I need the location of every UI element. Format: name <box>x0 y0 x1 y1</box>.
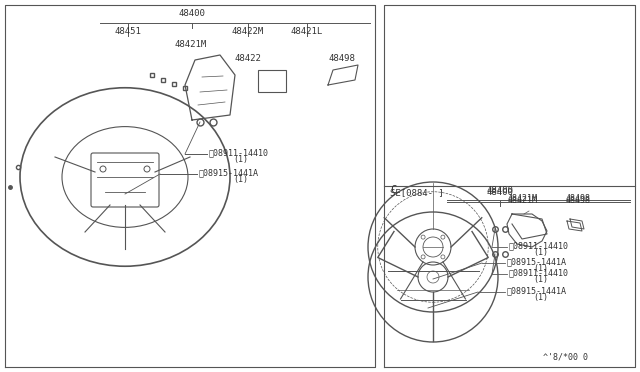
Text: 48400: 48400 <box>179 9 205 18</box>
Text: 48498: 48498 <box>566 196 591 205</box>
Text: ⓝ08911-14410: ⓝ08911-14410 <box>509 241 569 250</box>
Text: ⓝ08911-14410: ⓝ08911-14410 <box>509 268 569 277</box>
Text: ^'8/*00 0: ^'8/*00 0 <box>543 353 588 362</box>
Text: C: C <box>390 185 396 195</box>
Text: SE[0884- ]: SE[0884- ] <box>390 188 444 197</box>
Text: ⓘ08915-1441A: ⓘ08915-1441A <box>199 168 259 177</box>
Text: 48422M: 48422M <box>232 27 264 36</box>
Text: 48400: 48400 <box>486 188 513 197</box>
Text: (1): (1) <box>533 293 548 302</box>
Text: 48421M: 48421M <box>508 196 538 205</box>
Text: 48400: 48400 <box>486 186 513 195</box>
Text: 48422: 48422 <box>235 54 261 63</box>
Text: ⓝ08911-14410: ⓝ08911-14410 <box>209 148 269 157</box>
Text: (1): (1) <box>533 275 548 284</box>
Text: (1): (1) <box>233 175 248 184</box>
Text: (1): (1) <box>533 248 548 257</box>
Text: 48421M: 48421M <box>175 40 207 49</box>
Text: 48498: 48498 <box>566 194 591 203</box>
Text: 48498: 48498 <box>328 54 355 63</box>
Text: 48421L: 48421L <box>291 27 323 36</box>
Text: 48451: 48451 <box>115 27 141 36</box>
Text: 48421M: 48421M <box>508 194 538 203</box>
Text: (1): (1) <box>233 155 248 164</box>
Text: ⓘ08915-1441A: ⓘ08915-1441A <box>507 257 567 266</box>
Text: (1): (1) <box>533 264 548 273</box>
Text: ⓘ08915-1441A: ⓘ08915-1441A <box>507 286 567 295</box>
